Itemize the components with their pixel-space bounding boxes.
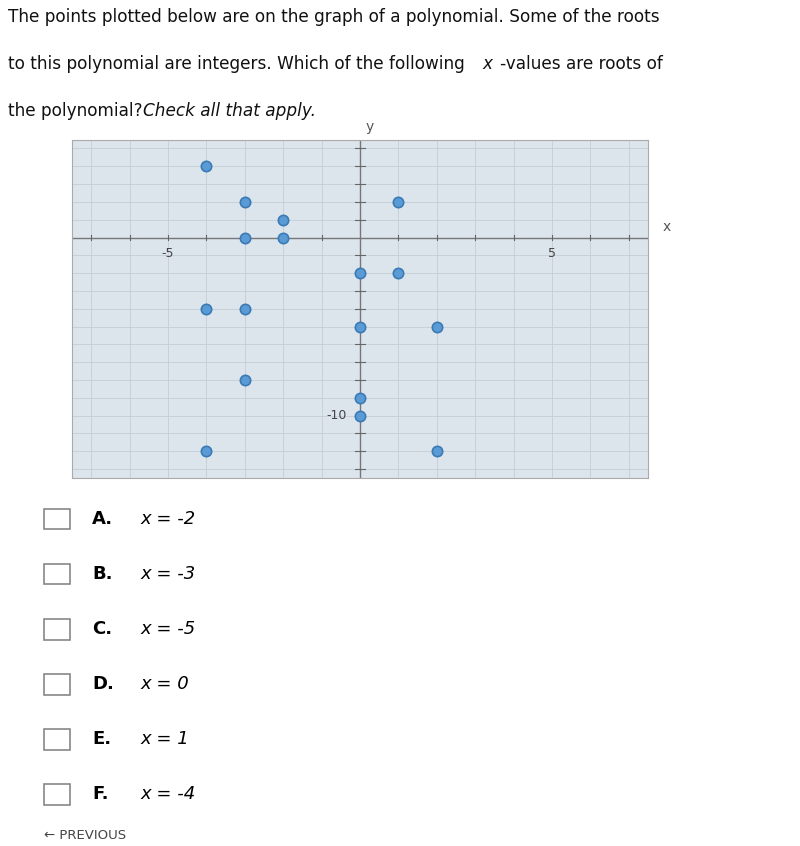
Point xyxy=(200,444,213,458)
Text: y: y xyxy=(366,120,374,135)
Text: 5: 5 xyxy=(548,247,556,261)
Text: x: x xyxy=(663,220,671,234)
Text: D.: D. xyxy=(92,675,114,694)
Point xyxy=(430,444,443,458)
Text: x = -3: x = -3 xyxy=(140,565,195,583)
Text: -10: -10 xyxy=(326,409,346,422)
Point xyxy=(200,302,213,316)
FancyBboxPatch shape xyxy=(44,508,70,530)
Text: x = -2: x = -2 xyxy=(140,510,195,528)
Point xyxy=(430,320,443,333)
Text: B.: B. xyxy=(92,565,113,583)
Text: F.: F. xyxy=(92,785,109,804)
FancyBboxPatch shape xyxy=(44,619,70,640)
Text: x = 1: x = 1 xyxy=(140,730,189,749)
FancyBboxPatch shape xyxy=(44,784,70,805)
Text: C.: C. xyxy=(92,620,112,638)
Text: Check all that apply.: Check all that apply. xyxy=(143,102,316,119)
Point xyxy=(277,231,290,244)
Point xyxy=(392,195,405,209)
Point xyxy=(238,195,251,209)
Text: x = -5: x = -5 xyxy=(140,620,195,638)
Point xyxy=(392,266,405,280)
Text: x = -4: x = -4 xyxy=(140,785,195,804)
FancyBboxPatch shape xyxy=(44,564,70,585)
Text: x: x xyxy=(482,55,492,73)
Text: ← PREVIOUS: ← PREVIOUS xyxy=(44,829,126,843)
Text: -values are roots of: -values are roots of xyxy=(500,55,663,73)
Text: to this polynomial are integers. Which of the following: to this polynomial are integers. Which o… xyxy=(8,55,470,73)
Point xyxy=(354,391,366,404)
Point xyxy=(238,302,251,316)
Text: the polynomial?: the polynomial? xyxy=(8,102,148,119)
Text: -5: -5 xyxy=(162,247,174,261)
Text: E.: E. xyxy=(92,730,111,749)
Point xyxy=(354,409,366,422)
Point xyxy=(200,160,213,173)
Point xyxy=(238,231,251,244)
Point xyxy=(277,213,290,227)
FancyBboxPatch shape xyxy=(44,674,70,695)
FancyBboxPatch shape xyxy=(44,729,70,750)
Text: The points plotted below are on the graph of a polynomial. Some of the roots: The points plotted below are on the grap… xyxy=(8,8,660,26)
Text: A.: A. xyxy=(92,510,113,528)
Point xyxy=(354,320,366,333)
Point xyxy=(354,266,366,280)
Text: x = 0: x = 0 xyxy=(140,675,189,694)
Point xyxy=(238,373,251,387)
